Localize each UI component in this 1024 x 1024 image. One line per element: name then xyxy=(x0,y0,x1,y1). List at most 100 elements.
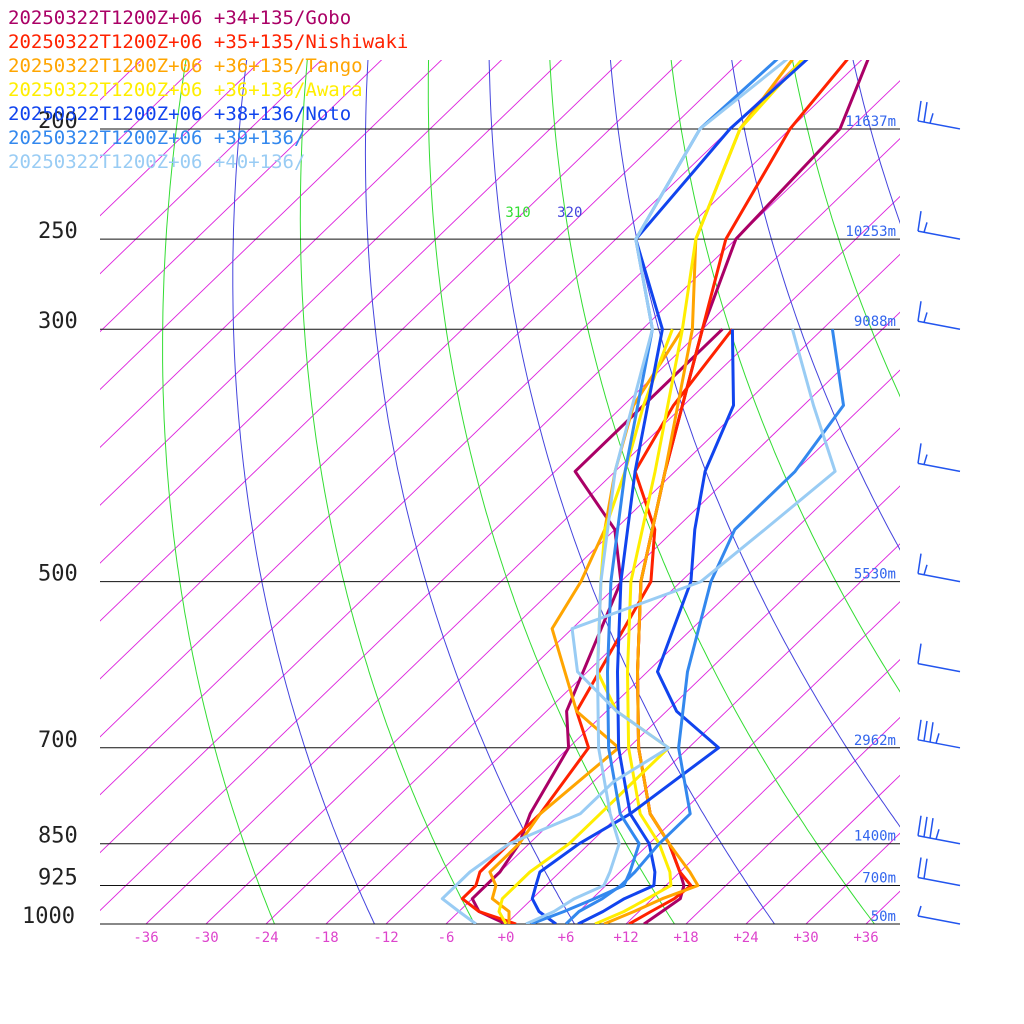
wind-barb xyxy=(917,876,961,887)
height-label: 1400m xyxy=(854,829,896,845)
legend-entry: 20250322T1200Z+06 +35+135/Nishiwaki xyxy=(8,31,408,53)
wind-barb xyxy=(917,834,961,845)
isotherm-line xyxy=(100,80,900,854)
isotherm-line xyxy=(565,601,900,924)
isotherm-line xyxy=(145,195,900,924)
x-tick-label: +24 xyxy=(733,930,758,946)
dry-adiabat-line xyxy=(427,60,676,924)
wind-barb-feather xyxy=(935,829,940,840)
x-tick-label: -30 xyxy=(193,930,218,946)
wind-barb-feather xyxy=(917,857,922,878)
wind-barb-feather xyxy=(929,818,934,839)
isotherm-line xyxy=(100,60,563,506)
x-tick-label: +18 xyxy=(673,930,698,946)
isobar-lines xyxy=(100,128,900,925)
legend-entry: 20250322T1200Z+06 +39+136/ xyxy=(8,127,305,149)
height-label: 10253m xyxy=(845,224,896,240)
isotherm-line xyxy=(926,0,1024,924)
x-tick-label: -36 xyxy=(133,930,158,946)
height-label: 9088m xyxy=(854,314,896,330)
temperature-curve xyxy=(603,60,794,924)
dry-adiabat-line xyxy=(959,0,1024,948)
isotherm-line xyxy=(100,60,803,738)
wind-barb-feather xyxy=(923,564,928,576)
wind-barb-feather xyxy=(923,222,928,233)
dry-adiabat-line xyxy=(609,60,900,828)
isotherm-line xyxy=(100,137,900,912)
wind-barb xyxy=(917,320,961,330)
isotherm-line xyxy=(100,60,863,796)
isotherm-line xyxy=(100,60,323,275)
wind-barb-feather xyxy=(929,722,934,743)
temperature-curve xyxy=(577,60,809,924)
x-tick-label: +0 xyxy=(498,930,515,946)
wind-barb xyxy=(917,662,961,673)
wind-barb-feather xyxy=(935,733,940,744)
wind-barb-feather xyxy=(917,301,922,322)
dewpoint-curve xyxy=(530,329,735,924)
wind-barb xyxy=(917,120,961,130)
dry-adiabat-line xyxy=(364,60,576,924)
wind-barb xyxy=(917,572,961,583)
wind-barb-feather xyxy=(923,720,928,742)
height-label: 2962m xyxy=(854,733,896,749)
pressure-label: 200 xyxy=(38,109,78,134)
theta-label: 310 xyxy=(505,205,530,221)
pressure-label: 850 xyxy=(38,824,78,849)
isotherm-line xyxy=(205,253,900,924)
isotherm-line xyxy=(100,60,683,622)
pressure-label: 1000 xyxy=(22,904,75,929)
x-tick-label: -24 xyxy=(253,930,278,946)
wind-barb-feather xyxy=(917,719,922,740)
wind-barb-feather xyxy=(917,643,922,664)
pressure-label: 300 xyxy=(38,309,78,334)
dewpoint-curve xyxy=(564,328,845,924)
isotherm-line xyxy=(100,60,623,564)
x-tick-label: +36 xyxy=(853,930,878,946)
height-label: 5530m xyxy=(854,567,896,583)
height-label: 11637m xyxy=(845,114,896,130)
isotherm-line xyxy=(100,60,263,217)
isotherm-line xyxy=(100,60,443,391)
isotherm-line xyxy=(505,543,900,924)
isotherm-line xyxy=(100,60,383,333)
dry-adiabat-line xyxy=(232,60,376,924)
dry-adiabat-line xyxy=(299,60,476,924)
wind-barb-feather xyxy=(923,858,928,879)
x-tick-label: +12 xyxy=(613,930,638,946)
pressure-label: 925 xyxy=(38,865,78,890)
wind-barb xyxy=(917,739,961,749)
dewpoint-curve xyxy=(440,328,837,924)
legend-entry: 20250322T1200Z+06 +36+135/Tango xyxy=(8,55,363,77)
background-grid xyxy=(100,0,1024,948)
legend-entry: 20250322T1200Z+06 +36+136/Awara xyxy=(8,79,363,101)
x-tick-label: +30 xyxy=(793,930,818,946)
wind-barb-feather xyxy=(929,113,934,124)
isotherm-line xyxy=(986,0,1024,924)
isotherm-line xyxy=(385,427,900,924)
x-tick-label: -6 xyxy=(438,930,455,946)
x-tick-label: +6 xyxy=(558,930,575,946)
wind-barb-feather xyxy=(923,312,928,323)
isotherm-line xyxy=(100,60,743,680)
dry-adiabat-line xyxy=(852,60,900,225)
wind-barb-feather xyxy=(917,815,922,836)
wind-barb-feather xyxy=(917,905,922,917)
dewpoint-curve xyxy=(470,328,724,924)
isotherm-line xyxy=(100,60,503,448)
height-label: 50m xyxy=(871,909,896,925)
wind-barb xyxy=(917,915,961,925)
theta-label: 320 xyxy=(557,205,582,221)
wind-barb-feather xyxy=(923,454,928,465)
height-label: 700m xyxy=(862,870,896,886)
dry-adiabat-line xyxy=(791,60,900,398)
pressure-label: 500 xyxy=(38,562,78,587)
legend-entry: 20250322T1200Z+06 +34+135/Gobo xyxy=(8,7,351,29)
legend-entry: 20250322T1200Z+06 +40+136/ xyxy=(8,151,305,173)
temperature-curve xyxy=(594,60,804,924)
dry-adiabat-line xyxy=(670,60,900,693)
wind-barb-feather xyxy=(917,100,922,122)
pressure-label: 700 xyxy=(38,728,78,753)
isotherm-line xyxy=(445,485,900,924)
